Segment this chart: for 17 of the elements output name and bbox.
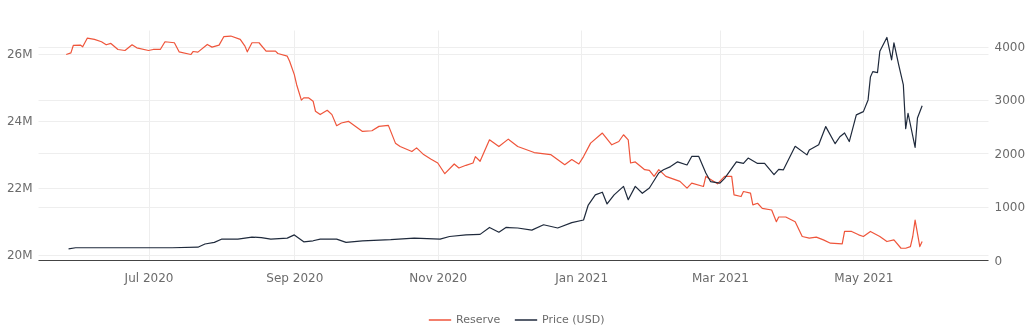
y-tick-label: 24M (6, 114, 33, 129)
y2-tick-label: 3000 (994, 93, 1026, 108)
y2-tick-label: 2000 (994, 146, 1026, 161)
y-tick-label: 26M (6, 47, 33, 61)
x-tick-label: Nov 2020 (409, 270, 468, 285)
y2-tick-label: 0 (994, 253, 1003, 268)
x-tick-label: Jan 2021 (554, 270, 609, 285)
y-tick-label: 20M (6, 248, 33, 263)
y2-tick-label: 1000 (994, 200, 1026, 215)
x-tick-label: Sep 2020 (266, 270, 324, 285)
y2-tick-label: 4000 (994, 40, 1026, 55)
y-tick-label: 22M (6, 181, 33, 196)
legend-label: Price (USD) (542, 313, 605, 326)
x-tick-label: May 2021 (834, 270, 894, 285)
x-tick-label: Mar 2021 (691, 270, 749, 285)
x-tick-label: Jul 2020 (123, 270, 174, 285)
legend-label: Reserve (456, 313, 501, 326)
